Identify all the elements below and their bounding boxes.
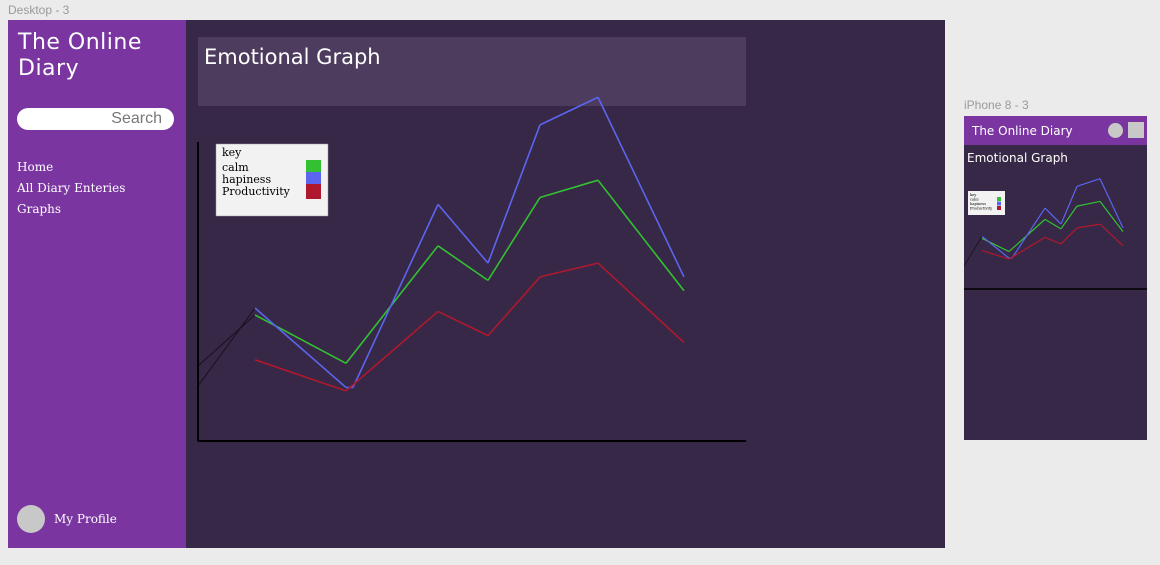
- legend-label: calm: [970, 198, 979, 202]
- legend-title: key: [970, 193, 977, 197]
- series-segment: [1076, 223, 1101, 229]
- series-segment: [487, 124, 541, 264]
- series-segment: [1060, 227, 1078, 245]
- series-segment: [1044, 207, 1062, 225]
- series-segment: [1044, 236, 1062, 245]
- series-segment: [539, 262, 599, 278]
- legend-swatch-calm: [997, 197, 1001, 201]
- desktop-frame: The Online Diary Search Home All Diary E…: [8, 20, 945, 548]
- series-segment: [487, 197, 541, 281]
- series-segment: [437, 310, 489, 337]
- series-segment: [254, 314, 347, 364]
- series-segment: [597, 262, 685, 344]
- phone-app-title: The Online Diary: [972, 124, 1073, 138]
- phone-series-hapiness: [981, 178, 1124, 259]
- legend-swatch-hapiness: [997, 201, 1001, 206]
- series-segment: [1011, 207, 1046, 259]
- series-segment: [981, 250, 1010, 260]
- series-segment: [1044, 218, 1062, 230]
- series-segment: [437, 203, 489, 264]
- lead-line: [197, 307, 256, 387]
- nav-item-all-diary-entries[interactable]: All Diary Enteries: [17, 181, 126, 195]
- series-segment: [539, 179, 599, 199]
- phone-frame: The Online Diary Emotional Graph key calm…: [964, 116, 1147, 440]
- legend-label: hapiness: [222, 173, 271, 186]
- series-segment: [981, 235, 1010, 259]
- series-productivity: [254, 262, 685, 392]
- legend-label: calm: [222, 161, 249, 174]
- lead-line: [197, 314, 256, 367]
- series-segment: [1076, 178, 1101, 187]
- legend-swatch-productivity: [997, 206, 1001, 210]
- legend-swatch-hapiness: [306, 172, 321, 187]
- legend-label: hapiness: [970, 202, 986, 206]
- legend-label: Productivity: [222, 185, 291, 198]
- series-segment: [254, 307, 347, 389]
- series-segment: [1099, 201, 1124, 233]
- series-segment: [437, 245, 489, 282]
- profile-label[interactable]: My Profile: [54, 512, 117, 526]
- series-segment: [539, 96, 599, 126]
- page-header: Emotional Graph: [198, 37, 746, 106]
- profile-circle-icon[interactable]: [1108, 123, 1123, 138]
- phone-series-calm: [981, 200, 1124, 253]
- phone-page-title: Emotional Graph: [967, 151, 1068, 165]
- nav-item-home[interactable]: Home: [17, 160, 54, 174]
- search-input[interactable]: Search: [17, 108, 174, 130]
- sidebar: The Online Diary Search Home All Diary E…: [8, 20, 186, 548]
- series-segment: [1099, 223, 1124, 247]
- legend-swatch-productivity: [306, 184, 321, 199]
- desktop-frame-label: Desktop - 3: [8, 3, 70, 17]
- nav-item-graphs[interactable]: Graphs: [17, 202, 62, 216]
- phone-series-productivity: [981, 223, 1124, 260]
- menu-square-icon[interactable]: [1128, 122, 1144, 138]
- legend-label: Productivity: [970, 207, 993, 211]
- series-segment: [1008, 236, 1046, 260]
- series-segment: [345, 310, 439, 392]
- series-segment: [1060, 205, 1078, 230]
- page-title: Emotional Graph: [204, 45, 381, 69]
- app-title: The Online Diary: [18, 30, 142, 81]
- series-hapiness: [254, 96, 685, 389]
- series-segment: [254, 359, 347, 392]
- legend-title: key: [222, 146, 242, 159]
- series-segment: [597, 179, 685, 292]
- series-segment: [487, 276, 541, 337]
- series-segment: [1099, 178, 1124, 229]
- phone-frame-label: iPhone 8 - 3: [964, 98, 1029, 112]
- series-segment: [1076, 200, 1101, 207]
- lead-line: [964, 236, 983, 267]
- series-segment: [1060, 186, 1078, 225]
- series-segment: [597, 96, 685, 278]
- series-segment: [352, 204, 439, 388]
- legend-swatch-calm: [306, 160, 321, 175]
- phone-top-bar: The Online Diary: [964, 116, 1147, 145]
- profile-avatar[interactable]: [17, 505, 45, 533]
